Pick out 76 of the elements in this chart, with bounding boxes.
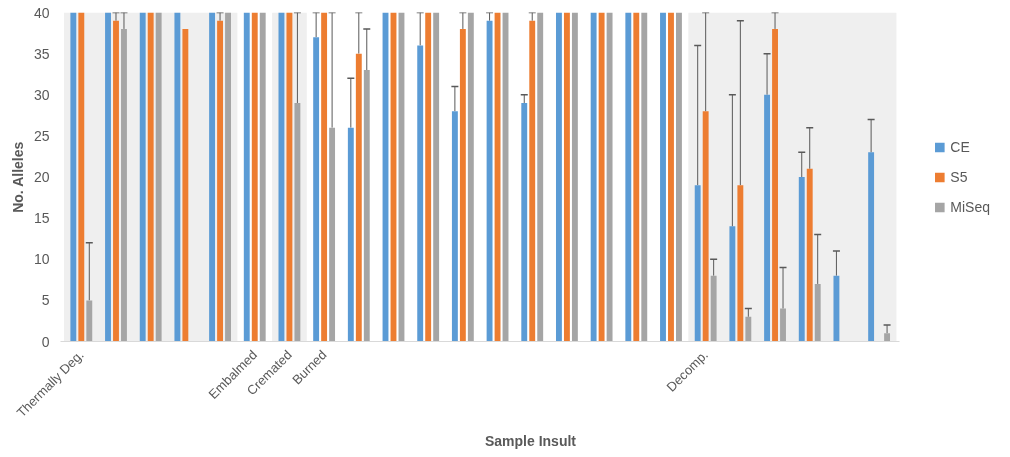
bar xyxy=(694,185,701,342)
bar xyxy=(425,12,432,342)
bar xyxy=(105,12,111,342)
bar xyxy=(571,12,578,342)
bar xyxy=(814,283,821,342)
bar xyxy=(363,70,370,342)
bar xyxy=(286,12,293,342)
bar xyxy=(113,20,119,342)
bar xyxy=(590,12,597,342)
y-tick-label: 5 xyxy=(41,292,50,309)
bar xyxy=(243,12,250,342)
y-tick-label: 10 xyxy=(33,251,50,268)
bar xyxy=(459,28,466,342)
y-tick-label: 35 xyxy=(33,45,50,62)
bar xyxy=(433,12,440,342)
legend-label: MiSeq xyxy=(950,198,990,215)
bar xyxy=(486,20,493,342)
bar xyxy=(529,20,536,342)
bar xyxy=(86,300,93,342)
bar xyxy=(174,12,181,342)
bar xyxy=(329,127,336,342)
bar xyxy=(563,12,570,342)
y-tick-label: 0 xyxy=(41,333,50,350)
y-axis-title: No. Alleles xyxy=(9,141,26,213)
bar xyxy=(555,12,562,342)
bar xyxy=(702,111,709,342)
bar xyxy=(641,12,648,342)
bar xyxy=(70,12,77,342)
bar xyxy=(209,12,216,342)
bar xyxy=(147,12,154,342)
x-axis-title: Sample Insult xyxy=(484,433,577,450)
bar xyxy=(155,12,162,342)
bar xyxy=(225,12,231,342)
bar xyxy=(625,12,632,342)
y-tick-label: 20 xyxy=(33,169,50,185)
bar xyxy=(764,94,771,342)
bar xyxy=(598,12,605,342)
bar xyxy=(710,275,717,342)
bar xyxy=(729,226,736,342)
bar xyxy=(321,12,328,342)
bar xyxy=(745,316,752,342)
bar xyxy=(294,102,301,342)
bar xyxy=(182,28,189,342)
bar xyxy=(217,20,224,342)
bar xyxy=(737,185,744,342)
y-tick-label: 15 xyxy=(33,210,50,227)
bar xyxy=(833,275,840,342)
bar xyxy=(347,127,354,342)
bar xyxy=(259,12,266,342)
bar xyxy=(668,12,674,342)
bar xyxy=(417,45,424,342)
bar xyxy=(676,12,682,342)
bar xyxy=(78,12,85,342)
bar xyxy=(313,37,320,342)
bar xyxy=(868,152,875,342)
bar xyxy=(521,102,528,342)
bar xyxy=(251,12,258,342)
y-tick-label: 40 xyxy=(33,4,50,21)
bar xyxy=(537,12,544,342)
y-tick-label: 25 xyxy=(33,127,50,144)
y-tick-label: 30 xyxy=(33,86,50,103)
bar xyxy=(121,28,127,342)
bar xyxy=(139,12,146,342)
bar xyxy=(806,168,813,342)
legend-label: S5 xyxy=(950,168,969,185)
bar xyxy=(660,12,666,342)
bar xyxy=(355,53,362,342)
legend-label: CE xyxy=(950,138,971,155)
bar xyxy=(451,111,458,342)
bar xyxy=(467,12,474,342)
bar xyxy=(606,12,613,342)
bar xyxy=(633,12,640,342)
bar xyxy=(780,308,786,342)
bar xyxy=(772,28,778,342)
bar xyxy=(884,333,891,342)
bar xyxy=(798,177,805,342)
